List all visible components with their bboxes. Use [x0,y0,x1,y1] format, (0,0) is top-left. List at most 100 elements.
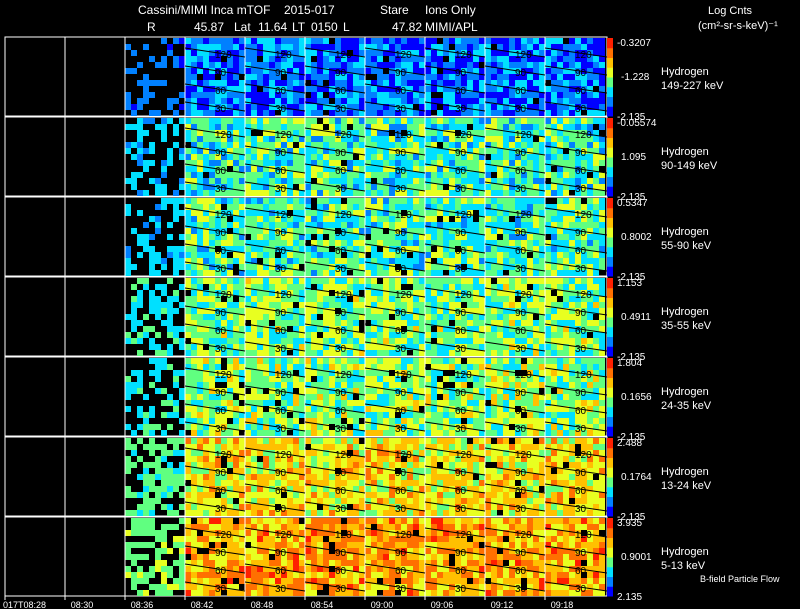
heatmap-cell [509,314,515,320]
pitch-contour [544,207,608,218]
heatmap-cell [221,80,227,86]
heatmap-cell [239,388,245,394]
heatmap-cell [509,326,515,332]
heatmap-cell [575,142,581,148]
heatmap-cell [485,80,491,86]
heatmap-cell [275,278,281,284]
heatmap-cell [359,198,365,204]
heatmap-cell [545,332,551,338]
heatmap-cell [401,44,407,50]
heatmap-cell [527,228,533,234]
heatmap-cell [281,400,287,406]
heatmap-cell [371,320,377,326]
heatmap-cell [587,50,593,56]
pitch-angle-label: 90 [455,148,467,159]
heatmap-cell [455,234,461,240]
heatmap-cell [185,388,191,394]
heatmap-cell [599,344,605,350]
heatmap-cell [461,412,467,418]
heatmap-cell [533,382,539,388]
heatmap-cell [377,234,383,240]
heatmap-cell [443,358,449,364]
heatmap-cell [245,142,251,148]
heatmap-cell [245,130,251,136]
heatmap-cell [533,110,539,116]
heatmap-cell [395,350,401,356]
heatmap-cell [533,86,539,92]
heatmap-cell [233,308,239,314]
heatmap-cell [317,278,323,284]
heatmap-cell [191,228,197,234]
heatmap-cell [527,110,533,116]
heatmap-cell [467,430,473,436]
heatmap-cell [203,264,209,270]
heatmap-cell [335,270,341,276]
heatmap-cell [563,418,569,424]
heatmap-cell [533,80,539,86]
heatmap-cell [251,418,257,424]
heatmap-cell [479,68,485,74]
heatmap-cell [335,142,341,148]
heatmap-cell [497,338,503,344]
pitch-contour [184,127,246,138]
heatmap-cell [311,264,317,270]
heatmap-cell [197,154,203,160]
heatmap-cell [527,358,533,364]
heatmap-cell [545,56,551,62]
pitch-contour [364,83,426,94]
heatmap-cell [233,376,239,382]
heatmap-cell [533,160,539,166]
heatmap-cell [455,412,461,418]
heatmap-cell [377,332,383,338]
heatmap-cell [587,370,593,376]
heatmap-cell [413,252,419,258]
heatmap-cell [233,178,239,184]
heatmap-cell [179,38,185,44]
heatmap-cell [299,406,305,412]
heatmap-cell [569,394,575,400]
heatmap-cell [407,210,413,216]
heatmap-cell [371,344,377,350]
heatmap-cell [263,252,269,258]
heatmap-cell [329,400,335,406]
heatmap-cell [575,394,581,400]
heatmap-cell [395,154,401,160]
heatmap-cell [593,246,599,252]
heatmap-cell [299,338,305,344]
heatmap-cell [497,278,503,284]
heatmap-cell [197,394,203,400]
heatmap-cell [581,338,587,344]
heatmap-cell [365,198,371,204]
heatmap-cell [293,172,299,178]
heatmap-cell [461,320,467,326]
heatmap-cell [287,338,293,344]
heatmap-cell [197,136,203,142]
pitch-angle-label: 90 [215,308,227,319]
heatmap-cell [305,338,311,344]
heatmap-cell [587,110,593,116]
heatmap-cell [557,136,563,142]
heatmap-cell [221,118,227,124]
heatmap-cell [419,98,425,104]
heatmap-cell [161,350,167,356]
ephem-r-key: R [147,20,156,34]
heatmap-cell [443,50,449,56]
heatmap-cell [353,92,359,98]
heatmap-cell [377,270,383,276]
pitch-contour [544,225,608,236]
heatmap-cell [425,394,431,400]
heatmap-cell [293,320,299,326]
colorbar-step [607,186,613,197]
heatmap-cell [305,376,311,382]
heatmap-cell [353,252,359,258]
pitch-angle-label: 120 [275,290,292,301]
pitch-angle-label: 30 [215,264,227,275]
heatmap-cell [521,332,527,338]
heatmap-cell [473,50,479,56]
heatmap-cell [347,68,353,74]
heatmap-cell [557,104,563,110]
heatmap-cell [173,270,179,276]
heatmap-cell [221,92,227,98]
heatmap-cell [503,178,509,184]
pitch-contour [424,101,486,112]
